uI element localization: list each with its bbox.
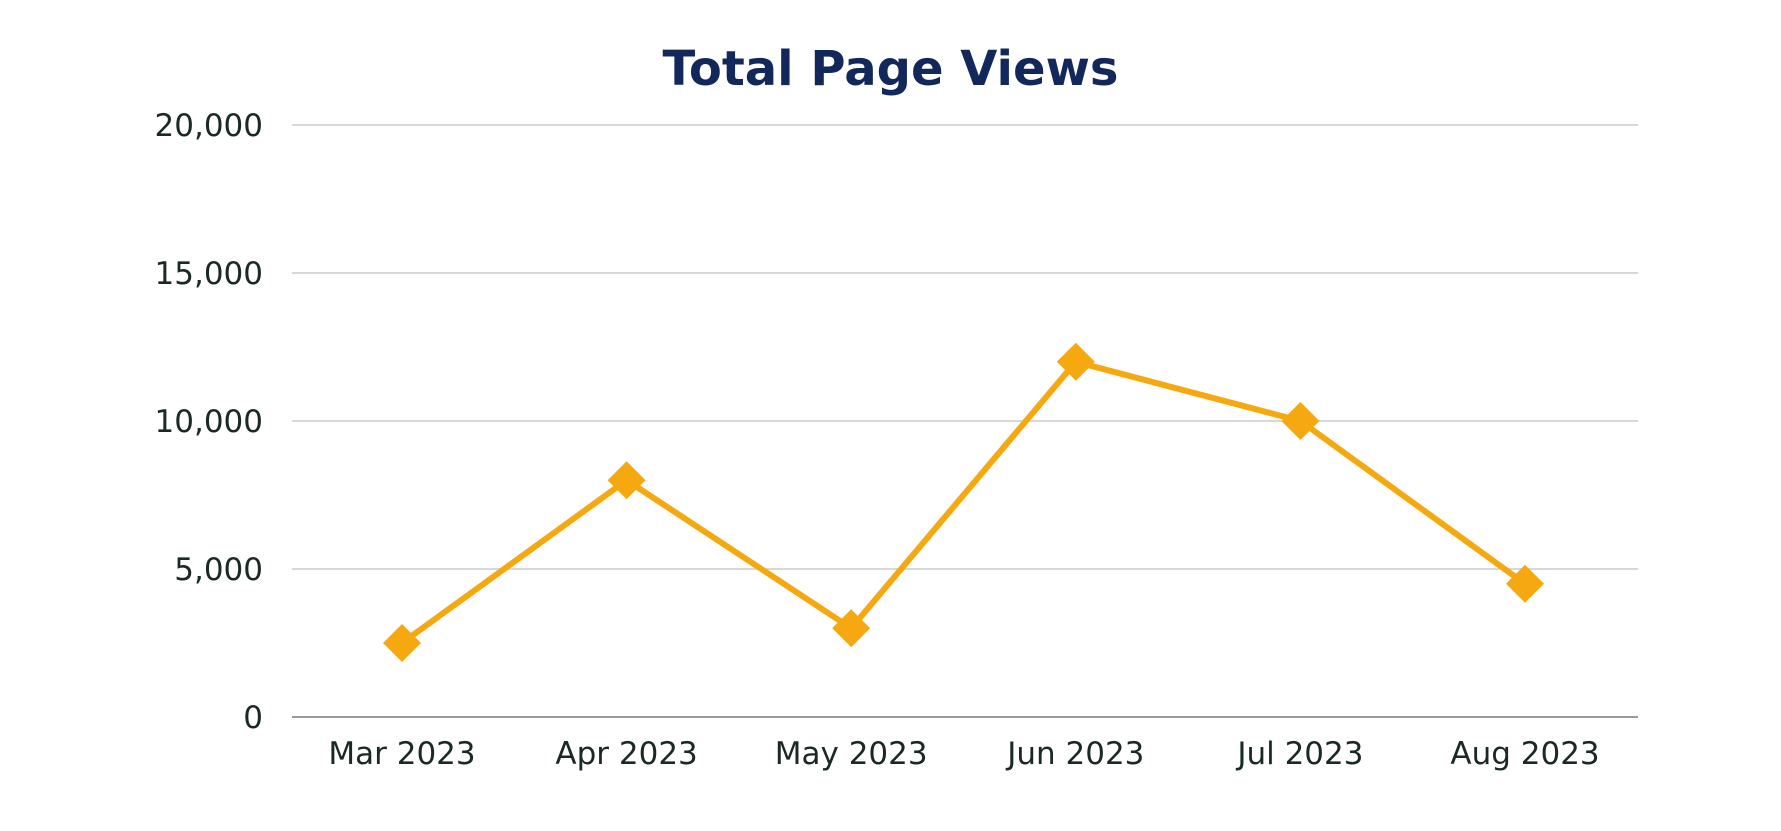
- data-point-marker: [1506, 564, 1544, 603]
- series-line: [399, 358, 1528, 646]
- x-axis-ticks: Mar 2023 Apr 2023 May 2023 Jun 2023 Jul 2023…: [328, 736, 1599, 772]
- y-tick-label: 0: [243, 700, 263, 736]
- y-tick-label: 20,000: [155, 108, 263, 144]
- x-tick-label: Mar 2023: [328, 736, 475, 772]
- x-tick-label: May 2023: [775, 736, 928, 772]
- x-tick-label: Apr 2023: [555, 736, 697, 772]
- x-tick-label: Aug 2023: [1450, 736, 1599, 772]
- chart-title: Total Page Views: [662, 41, 1119, 97]
- data-point-marker: [1056, 342, 1095, 381]
- data-point-marker: [832, 609, 871, 648]
- x-tick-label: Jul 2023: [1235, 736, 1363, 772]
- data-point-marker: [383, 624, 421, 662]
- gridlines: [292, 124, 1638, 718]
- data-point-marker: [1281, 402, 1320, 440]
- data-point-marker: [607, 461, 646, 500]
- y-tick-label: 10,000: [155, 404, 263, 440]
- y-tick-label: 15,000: [155, 256, 263, 292]
- series-layer: [383, 342, 1544, 662]
- x-tick-label: Jun 2023: [1005, 736, 1144, 772]
- y-tick-label: 5,000: [174, 552, 263, 588]
- y-axis-ticks: 0 5,000 10,000 15,000 20,000: [155, 108, 263, 736]
